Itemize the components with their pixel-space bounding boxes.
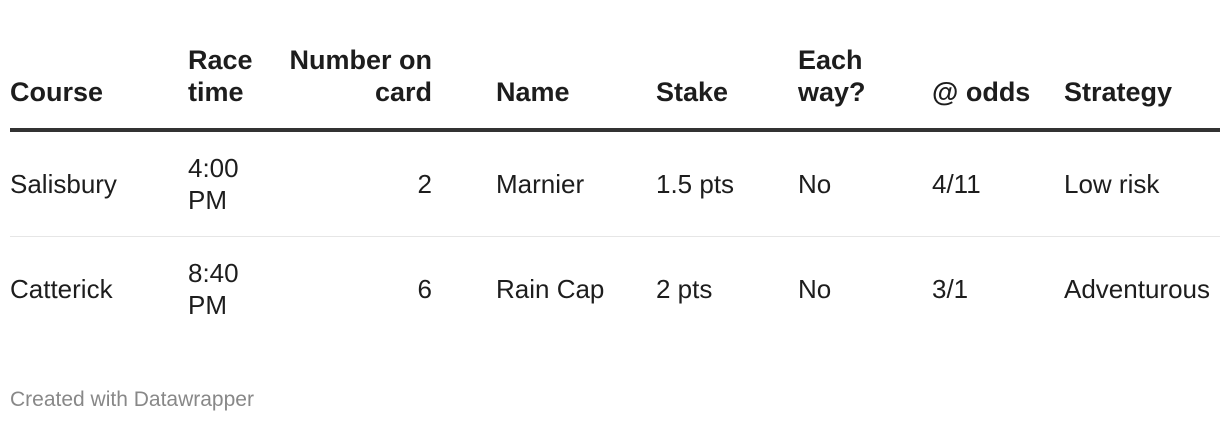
cell-stake: 1.5 pts xyxy=(656,130,798,237)
cell-stake: 2 pts xyxy=(656,274,713,304)
header-race-time: Race time xyxy=(188,44,278,132)
cell-strategy: Low risk xyxy=(1064,130,1220,237)
footer-credit: Created with Datawrapper xyxy=(10,388,254,411)
cell-course: Salisbury xyxy=(10,130,188,237)
cell-odds: 4/11 xyxy=(932,130,1064,237)
cell-name: Rain Cap xyxy=(496,274,605,304)
cell-strategy: Adventurous xyxy=(1064,274,1210,304)
cell-number: 6 xyxy=(417,274,432,304)
cell-race-time: 8:40 PM xyxy=(188,258,239,320)
header-row: Course Race time Number on card Name Sta… xyxy=(10,44,1220,132)
header-strategy: Strategy xyxy=(1064,44,1220,132)
cell-name: Marnier xyxy=(496,130,656,237)
header-odds: @ odds xyxy=(932,44,1064,132)
cell-odds: 3/1 xyxy=(932,274,969,304)
cell-race-time: 4:00 PM xyxy=(188,130,278,237)
cell-each-way: No xyxy=(798,274,832,304)
table-row: Catterick 8:40 PM 6 Rain Cap 2 pts No 3/… xyxy=(10,237,1220,342)
header-stake: Stake xyxy=(656,44,798,132)
bets-table: Course Race time Number on card Name Sta… xyxy=(10,44,1220,341)
header-each-way: Each way? xyxy=(798,44,932,132)
cell-number: 2 xyxy=(278,130,496,237)
header-course: Course xyxy=(10,44,188,132)
cell-each-way: No xyxy=(798,130,932,237)
table-row: Salisbury 4:00 PM 2 Marnier 1.5 pts No 4… xyxy=(10,130,1220,237)
header-number: Number on card xyxy=(278,44,496,132)
header-name: Name xyxy=(496,44,656,132)
cell-course: Catterick xyxy=(10,274,113,304)
